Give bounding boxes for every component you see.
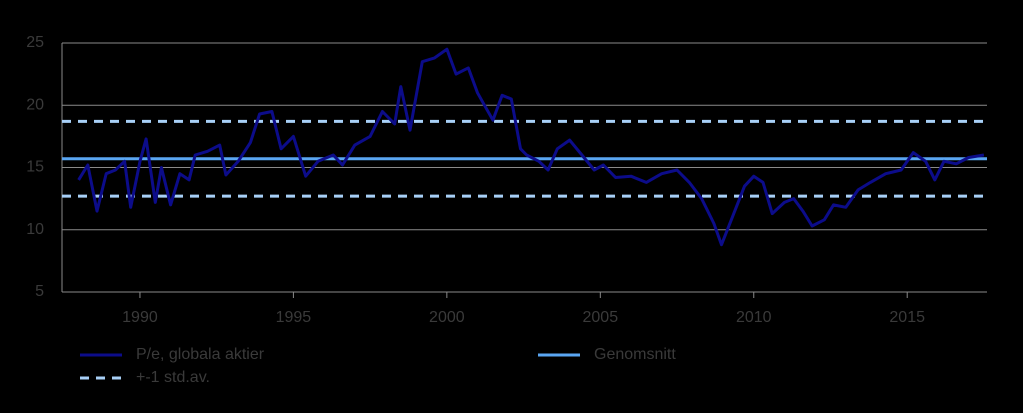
x-tick-label: 2010 xyxy=(736,309,772,326)
x-tick-label: 2015 xyxy=(889,309,925,326)
legend-label: +-1 std.av. xyxy=(136,369,210,386)
x-tick-label: 2000 xyxy=(429,309,465,326)
data-line xyxy=(77,47,985,247)
legend-label: P/e, globala aktier xyxy=(136,346,265,363)
x-tick-label: 1995 xyxy=(276,309,312,326)
y-tick-label: 5 xyxy=(35,283,44,300)
y-tick-label: 20 xyxy=(26,96,44,113)
y-tick-label: 10 xyxy=(26,221,44,238)
x-tick-label: 2005 xyxy=(583,309,619,326)
legend-label: Genomsnitt xyxy=(594,346,676,363)
x-tick-label: 1990 xyxy=(122,309,158,326)
y-tick-label: 15 xyxy=(26,159,44,176)
y-tick-label: 25 xyxy=(26,34,44,51)
